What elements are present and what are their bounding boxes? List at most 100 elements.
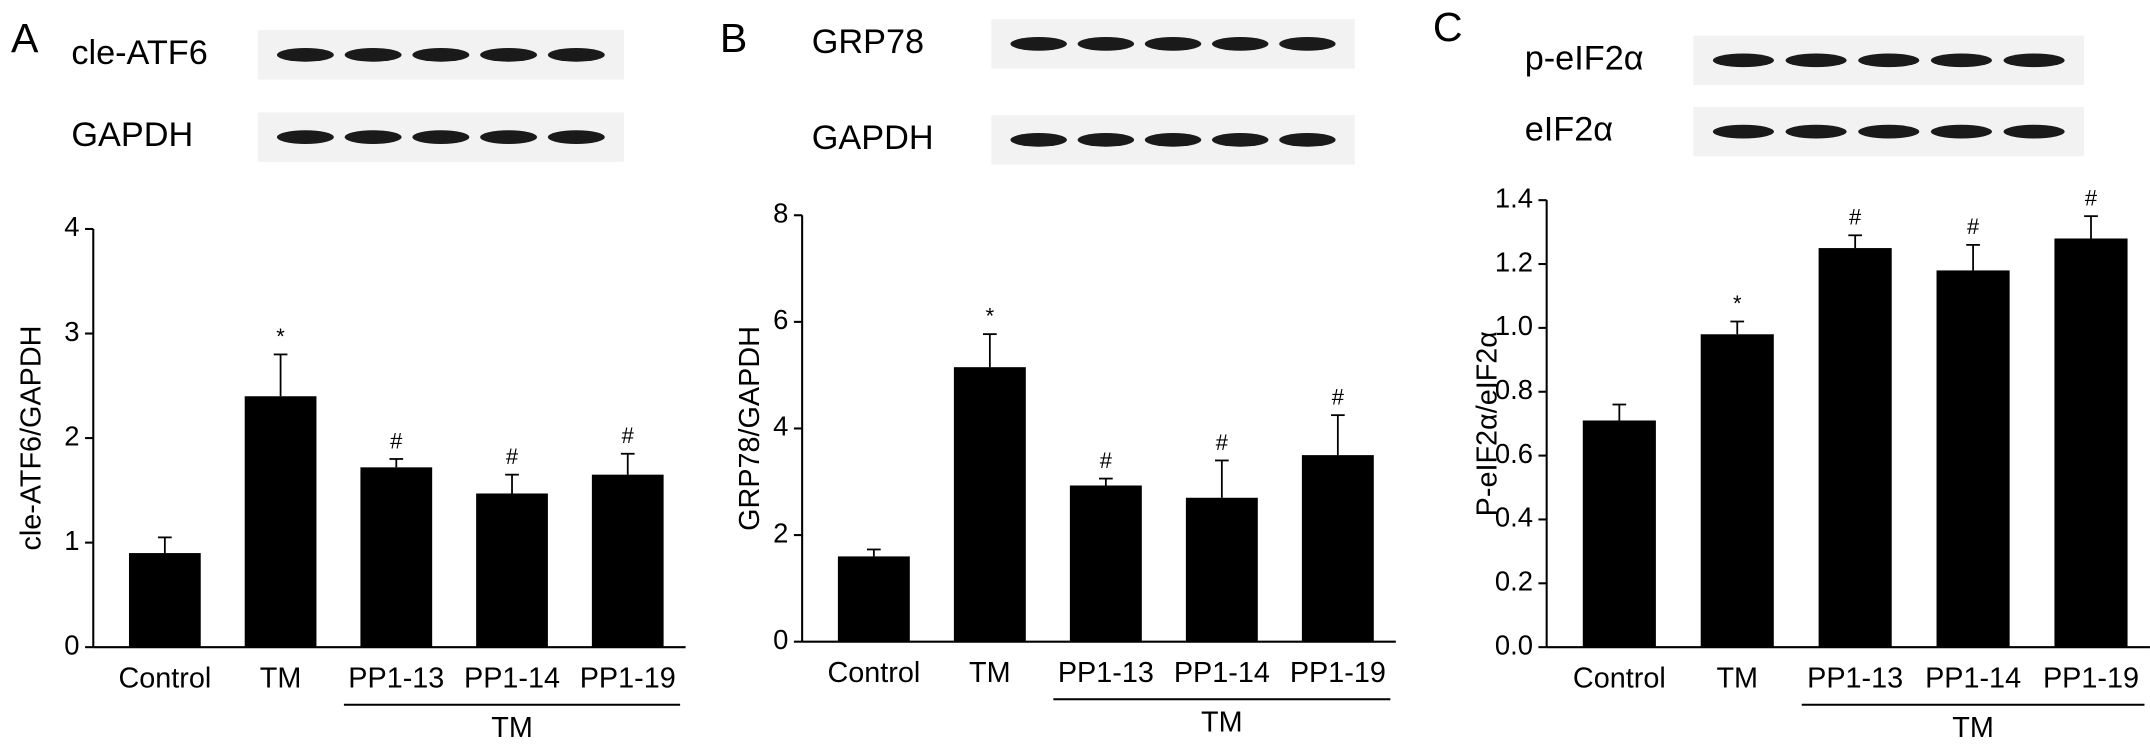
- blot-band: [1077, 132, 1135, 147]
- y-tick-label: 1.0: [1495, 310, 1533, 341]
- bar: [1818, 248, 1892, 648]
- x-tick-label: PP1-13: [1807, 663, 1903, 695]
- y-axis-label: cle-ATF6/GAPDH: [16, 326, 48, 551]
- blot-band: [344, 130, 402, 144]
- blot-band: [1930, 124, 1992, 139]
- y-tick-label: 4: [64, 211, 79, 242]
- blot-band: [1712, 124, 1774, 139]
- significance-marker: #: [2085, 185, 2098, 210]
- blot-label: GRP78: [812, 23, 924, 61]
- significance-marker: #: [1849, 205, 1862, 230]
- blot-label: cle-ATF6: [71, 34, 207, 72]
- y-tick-label: 0.0: [1495, 629, 1533, 660]
- y-tick-label: 6: [773, 304, 788, 335]
- group-label: TM: [1201, 707, 1243, 739]
- x-tick-label: PP1-14: [1925, 663, 2021, 695]
- significance-marker: *: [986, 303, 995, 328]
- x-tick-label: PP1-19: [2043, 663, 2139, 695]
- bar: [1301, 455, 1374, 642]
- blot-label: eIF2α: [1525, 111, 1613, 149]
- y-tick-label: 0.6: [1495, 438, 1533, 469]
- y-tick-label: 0.8: [1495, 374, 1533, 405]
- y-tick-label: 0: [773, 624, 788, 655]
- x-tick-label: PP1-19: [1290, 657, 1386, 689]
- blot-band: [1858, 124, 1920, 139]
- x-tick-label: TM: [969, 657, 1011, 689]
- x-tick-label: TM: [1716, 663, 1758, 695]
- y-axis-label: GRP78/GAPDH: [734, 326, 766, 531]
- x-tick-label: PP1-13: [348, 663, 444, 695]
- blot-band: [547, 47, 605, 62]
- y-tick-label: 8: [773, 198, 788, 229]
- blot-band: [480, 130, 538, 144]
- y-tick-label: 0.2: [1495, 566, 1533, 597]
- blot-band: [1144, 37, 1202, 51]
- blot-band: [412, 130, 470, 144]
- blot-band: [412, 47, 470, 62]
- y-tick-label: 0: [64, 629, 79, 660]
- x-tick-label: Control: [827, 657, 920, 689]
- bar: [1185, 497, 1258, 642]
- blot-label: GAPDH: [71, 116, 193, 154]
- x-tick-label: PP1-14: [464, 663, 560, 695]
- blot-label: p-eIF2α: [1525, 39, 1644, 77]
- y-tick-label: 4: [773, 411, 788, 442]
- bar: [591, 474, 664, 648]
- blot-band: [1010, 132, 1067, 147]
- blot-band: [1785, 124, 1847, 139]
- blot-band: [2003, 124, 2065, 139]
- blot-label: GAPDH: [812, 119, 934, 157]
- panel-label: C: [1433, 4, 1463, 50]
- x-tick-label: TM: [260, 663, 302, 695]
- bar: [476, 493, 548, 648]
- y-tick-label: 3: [64, 316, 79, 347]
- x-tick-label: Control: [118, 663, 211, 695]
- significance-marker: *: [1733, 291, 1742, 316]
- blot-band: [1077, 37, 1135, 51]
- x-tick-label: Control: [1573, 663, 1666, 695]
- blot-band: [1279, 37, 1336, 51]
- blot-band: [1712, 53, 1774, 68]
- panel-label: B: [720, 15, 747, 61]
- x-tick-label: PP1-13: [1058, 657, 1154, 689]
- blot-band: [1010, 37, 1067, 51]
- x-tick-label: PP1-14: [1174, 657, 1270, 689]
- bar: [128, 553, 201, 648]
- blot-band: [1858, 53, 1920, 68]
- blot-band: [344, 47, 402, 62]
- bar: [1069, 485, 1142, 642]
- significance-marker: #: [1216, 430, 1229, 455]
- bar: [244, 396, 317, 648]
- blot-band: [1144, 132, 1202, 147]
- bar: [953, 367, 1026, 642]
- blot-band: [2003, 53, 2065, 68]
- blot-band: [547, 130, 605, 144]
- group-label: TM: [1952, 712, 1994, 744]
- bar: [1582, 420, 1656, 648]
- significance-marker: #: [1967, 214, 1980, 239]
- y-tick-label: 1: [64, 525, 79, 556]
- blot-band: [1212, 132, 1269, 147]
- significance-marker: *: [276, 324, 285, 349]
- y-tick-label: 2: [64, 420, 79, 451]
- blot-band: [1212, 37, 1269, 51]
- bar: [360, 467, 433, 648]
- significance-marker: #: [622, 423, 635, 448]
- blot-band: [276, 47, 334, 62]
- significance-marker: #: [1100, 448, 1113, 473]
- y-tick-label: 0.4: [1495, 502, 1533, 533]
- significance-marker: #: [506, 444, 519, 469]
- blot-band: [1930, 53, 1992, 68]
- blot-band: [1279, 132, 1336, 147]
- bar: [837, 556, 910, 642]
- significance-marker: #: [1332, 384, 1345, 409]
- bar: [1936, 270, 2010, 648]
- y-axis-label: P-eIF2α/eIF2α: [1472, 331, 1504, 516]
- bar: [2054, 238, 2128, 648]
- blot-band: [480, 47, 538, 62]
- y-tick-label: 2: [773, 517, 788, 548]
- x-tick-label: PP1-19: [580, 663, 676, 695]
- significance-marker: #: [390, 428, 403, 453]
